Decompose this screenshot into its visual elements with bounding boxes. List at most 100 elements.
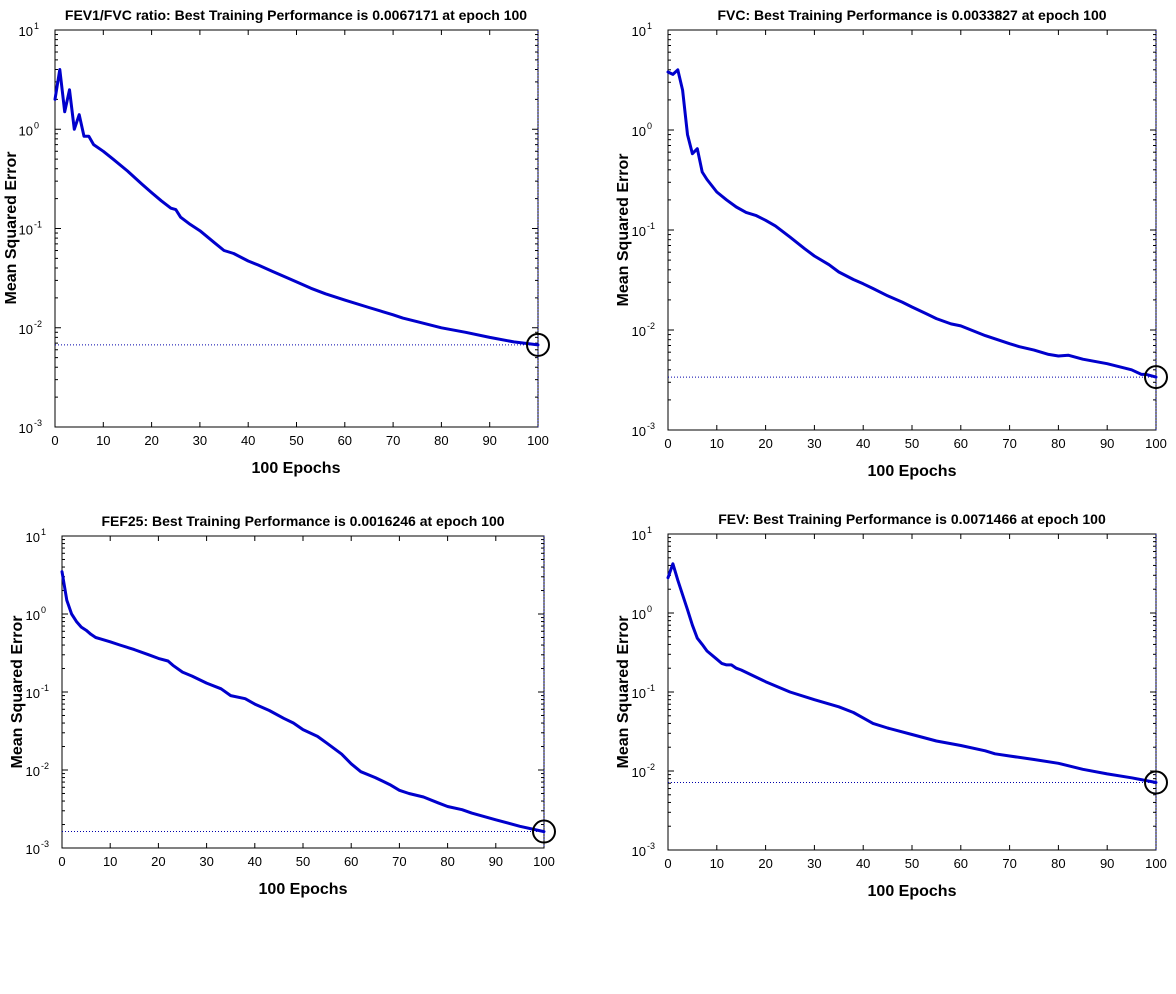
x-tick-label: 70 [392, 854, 406, 869]
x-tick-label: 20 [758, 856, 772, 871]
x-tick-label: 70 [386, 433, 400, 448]
y-tick-exponent: -2 [647, 321, 655, 331]
y-tick-exponent: -1 [647, 221, 655, 231]
y-tick-base: 10 [19, 123, 33, 138]
x-tick-label: 20 [758, 436, 772, 451]
x-tick-label: 90 [489, 854, 503, 869]
x-tick-label: 90 [1100, 436, 1114, 451]
x-tick-label: 30 [807, 856, 821, 871]
y-tick-exponent: -3 [34, 418, 42, 428]
x-tick-label: 0 [664, 856, 671, 871]
training-line [53, 68, 540, 347]
plot-frame [54, 29, 539, 428]
x-tick-label: 100 [527, 433, 549, 448]
x-tick-label: 60 [344, 854, 358, 869]
chart-title: FVC: Best Training Performance is 0.0033… [717, 7, 1106, 23]
x-tick-label: 10 [103, 854, 117, 869]
training-line [60, 570, 546, 834]
y-axis-label: Mean Squared Error [615, 616, 632, 769]
y-tick-base: 10 [632, 607, 646, 622]
plot-frame [667, 533, 1157, 851]
x-tick-label: 30 [807, 436, 821, 451]
x-tick-label: 50 [289, 433, 303, 448]
x-axis-label: 100 Epochs [252, 460, 341, 477]
y-tick-exponent: 0 [647, 121, 652, 131]
y-tick-exponent: -3 [41, 839, 49, 849]
y-tick-exponent: 1 [647, 21, 652, 31]
x-tick-label: 10 [710, 856, 724, 871]
chart-panel-2: FVC: Best Training Performance is 0.0033… [615, 7, 1168, 480]
x-tick-label: 80 [1051, 436, 1065, 451]
x-tick-label: 80 [434, 433, 448, 448]
x-tick-label: 0 [58, 854, 65, 869]
x-axis-label: 100 Epochs [259, 881, 348, 898]
y-tick-exponent: -1 [41, 683, 49, 693]
x-tick-label: 70 [1002, 436, 1016, 451]
chart-title: FEV1/FVC ratio: Best Training Performanc… [65, 7, 527, 23]
x-tick-label: 50 [905, 856, 919, 871]
x-tick-label: 20 [151, 854, 165, 869]
x-tick-label: 50 [296, 854, 310, 869]
y-tick-base: 10 [19, 24, 33, 39]
training-line [666, 68, 1158, 379]
best-performance-marker [532, 819, 556, 844]
x-tick-label: 10 [96, 433, 110, 448]
best-performance-marker [1144, 770, 1168, 795]
best-performance-marker [526, 332, 550, 357]
y-tick-base: 10 [19, 223, 33, 238]
x-tick-label: 60 [338, 433, 352, 448]
chart-panel-3: FEF25: Best Training Performance is 0.00… [9, 513, 556, 898]
training-line [666, 562, 1158, 784]
y-tick-exponent: -2 [647, 762, 655, 772]
x-tick-label: 60 [954, 436, 968, 451]
chart-panel-1: FEV1/FVC ratio: Best Training Performanc… [3, 7, 550, 477]
plot-frame [61, 535, 545, 849]
y-tick-base: 10 [26, 608, 40, 623]
x-tick-label: 100 [1145, 856, 1167, 871]
x-tick-label: 100 [1145, 436, 1167, 451]
y-tick-exponent: -2 [41, 761, 49, 771]
y-tick-base: 10 [632, 324, 646, 339]
y-tick-exponent: 1 [34, 21, 39, 31]
x-tick-label: 100 [533, 854, 555, 869]
x-tick-label: 20 [144, 433, 158, 448]
y-tick-base: 10 [632, 24, 646, 39]
y-tick-base: 10 [632, 124, 646, 139]
x-tick-label: 90 [1100, 856, 1114, 871]
x-tick-label: 40 [856, 856, 870, 871]
x-tick-label: 80 [1051, 856, 1065, 871]
x-tick-label: 90 [482, 433, 496, 448]
x-tick-label: 40 [248, 854, 262, 869]
y-tick-exponent: -1 [34, 220, 42, 230]
x-tick-label: 0 [664, 436, 671, 451]
y-axis-label: Mean Squared Error [3, 152, 20, 305]
x-tick-label: 30 [193, 433, 207, 448]
chart-title: FEF25: Best Training Performance is 0.00… [101, 513, 504, 529]
y-tick-exponent: 1 [41, 527, 46, 537]
x-tick-label: 0 [51, 433, 58, 448]
x-tick-label: 70 [1002, 856, 1016, 871]
plot-frame [667, 29, 1157, 431]
x-axis-label: 100 Epochs [868, 883, 957, 900]
y-tick-exponent: 1 [647, 525, 652, 535]
x-tick-label: 40 [856, 436, 870, 451]
x-tick-label: 40 [241, 433, 255, 448]
y-tick-base: 10 [19, 421, 33, 436]
x-tick-label: 50 [905, 436, 919, 451]
y-tick-exponent: -1 [647, 683, 655, 693]
y-tick-exponent: -3 [647, 841, 655, 851]
x-axis-label: 100 Epochs [868, 463, 957, 480]
y-tick-base: 10 [19, 322, 33, 337]
x-tick-label: 60 [954, 856, 968, 871]
y-tick-base: 10 [632, 224, 646, 239]
x-tick-label: 30 [199, 854, 213, 869]
y-axis-label: Mean Squared Error [615, 154, 632, 307]
y-tick-base: 10 [26, 686, 40, 701]
y-tick-base: 10 [632, 424, 646, 439]
chart-title: FEV: Best Training Performance is 0.0071… [718, 511, 1106, 527]
y-tick-base: 10 [26, 842, 40, 857]
chart-panel-4: FEV: Best Training Performance is 0.0071… [615, 511, 1168, 900]
x-tick-label: 10 [710, 436, 724, 451]
y-tick-exponent: -3 [647, 421, 655, 431]
